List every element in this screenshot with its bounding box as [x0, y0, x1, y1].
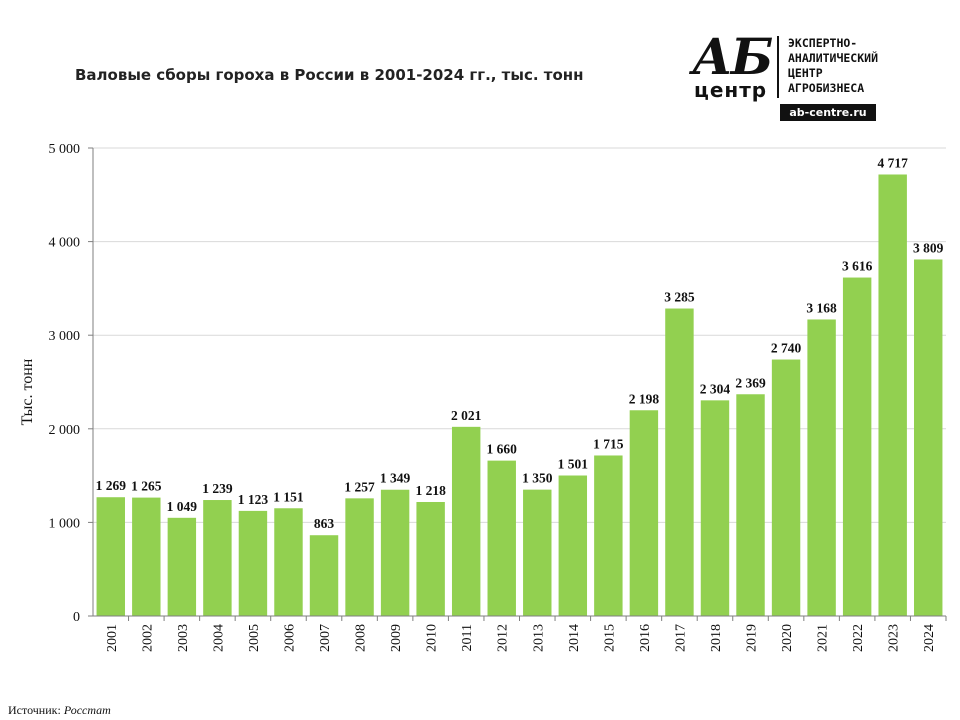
- bar: [700, 400, 730, 616]
- bar: [914, 259, 943, 616]
- x-tick-label: 2003: [176, 624, 191, 652]
- logo-line: ЭКСПЕРТНО-: [788, 36, 858, 50]
- data-label: 1 265: [131, 479, 162, 494]
- data-label: 1 239: [202, 481, 233, 496]
- bar: [96, 497, 125, 616]
- data-label: 3 168: [806, 300, 837, 315]
- logo-mark-top: АБ: [692, 27, 773, 86]
- x-tick-label: 2012: [496, 624, 511, 652]
- bar: [451, 426, 481, 616]
- x-tick-label: 2024: [922, 624, 937, 652]
- logo-line: АНАЛИТИЧЕСКИЙ: [788, 51, 879, 65]
- bar: [558, 475, 588, 616]
- data-label: 1 151: [273, 489, 304, 504]
- bar: [594, 455, 623, 616]
- x-tick-label: 2006: [282, 624, 297, 652]
- x-tick-label: 2002: [140, 624, 155, 652]
- x-tick-label: 2020: [780, 624, 795, 652]
- data-label: 1 350: [522, 471, 553, 486]
- x-tick-label: 2016: [638, 624, 653, 652]
- source-note: Источник: Росстат: [8, 703, 111, 718]
- data-label: 2 198: [629, 391, 660, 406]
- x-tick-label: 2010: [425, 624, 440, 652]
- data-label: 1 257: [344, 479, 375, 494]
- bar: [487, 460, 516, 616]
- data-label: 2 021: [451, 408, 482, 423]
- y-tick-label: 4 000: [49, 236, 81, 251]
- data-label: 2 304: [700, 381, 731, 396]
- data-label: 1 049: [167, 499, 198, 514]
- x-tick-label: 2019: [745, 624, 760, 652]
- chart-title: Валовые сборы гороха в России в 2001-202…: [75, 66, 584, 84]
- x-tick-label: 2023: [887, 624, 902, 652]
- data-label: 1 123: [238, 492, 269, 507]
- x-tick-label: 2021: [816, 624, 831, 652]
- bar: [665, 308, 694, 616]
- bar: [771, 359, 801, 616]
- data-label: 1 349: [380, 471, 411, 486]
- data-label: 3 285: [664, 290, 695, 305]
- bar: [842, 277, 872, 616]
- bar: [523, 489, 552, 616]
- y-tick-label: 2 000: [49, 423, 81, 438]
- y-tick-label: 5 000: [49, 142, 81, 157]
- x-tick-label: 2017: [673, 624, 688, 652]
- logo-line: ЦЕНТР: [788, 66, 823, 80]
- x-tick-label: 2011: [460, 624, 475, 651]
- x-tick-label: 2001: [105, 624, 120, 652]
- data-label: 2 369: [735, 375, 766, 390]
- data-label: 863: [314, 516, 335, 531]
- x-tick-label: 2018: [709, 624, 724, 652]
- bar: [238, 510, 268, 616]
- bar: [167, 517, 197, 616]
- bar: [736, 394, 765, 616]
- data-label: 1 715: [593, 436, 624, 451]
- x-tick-label: 2005: [247, 624, 262, 652]
- data-label: 1 269: [96, 478, 127, 493]
- logo-line: АГРОБИЗНЕСА: [788, 81, 865, 95]
- bar: [807, 319, 836, 616]
- bar: [132, 497, 161, 616]
- source-value: Росстат: [63, 703, 111, 717]
- x-tick-label: 2014: [567, 624, 582, 652]
- bar: [274, 508, 303, 616]
- bar: [309, 535, 339, 616]
- data-label: 1 501: [558, 457, 589, 472]
- bar: [416, 501, 445, 616]
- x-tick-label: 2013: [531, 624, 546, 652]
- data-label: 4 717: [878, 155, 909, 170]
- x-tick-label: 2009: [389, 624, 404, 652]
- data-label: 3 809: [913, 240, 944, 255]
- x-tick-label: 2015: [602, 624, 617, 652]
- data-label: 2 740: [771, 341, 802, 356]
- x-tick-label: 2004: [211, 624, 226, 652]
- bar: [380, 489, 410, 616]
- y-tick-label: 1 000: [49, 516, 81, 531]
- source-label: Источник:: [8, 703, 61, 717]
- bar: [878, 174, 907, 616]
- bar: [345, 498, 374, 616]
- logo-mark-bottom: центр: [694, 78, 768, 102]
- logo-site: ab-centre.ru: [780, 104, 876, 121]
- logo-text: ЭКСПЕРТНО- АНАЛИТИЧЕСКИЙ ЦЕНТР АГРОБИЗНЕ…: [788, 36, 878, 96]
- y-axis-label: Тыс. тонн: [19, 358, 36, 425]
- x-tick-label: 2007: [318, 624, 333, 652]
- x-tick-label: 2008: [354, 624, 369, 652]
- data-label: 1 660: [487, 442, 518, 457]
- y-tick-label: 0: [73, 610, 80, 625]
- y-tick-label: 3 000: [49, 329, 81, 344]
- bar: [629, 410, 659, 616]
- data-label: 1 218: [415, 483, 446, 498]
- ab-centre-logo: АБ центр ЭКСПЕРТНО- АНАЛИТИЧЕСКИЙ ЦЕНТР …: [688, 32, 936, 122]
- data-label: 3 616: [842, 259, 873, 274]
- x-tick-label: 2022: [851, 624, 866, 652]
- bar: [203, 500, 232, 616]
- logo-divider: [777, 36, 779, 98]
